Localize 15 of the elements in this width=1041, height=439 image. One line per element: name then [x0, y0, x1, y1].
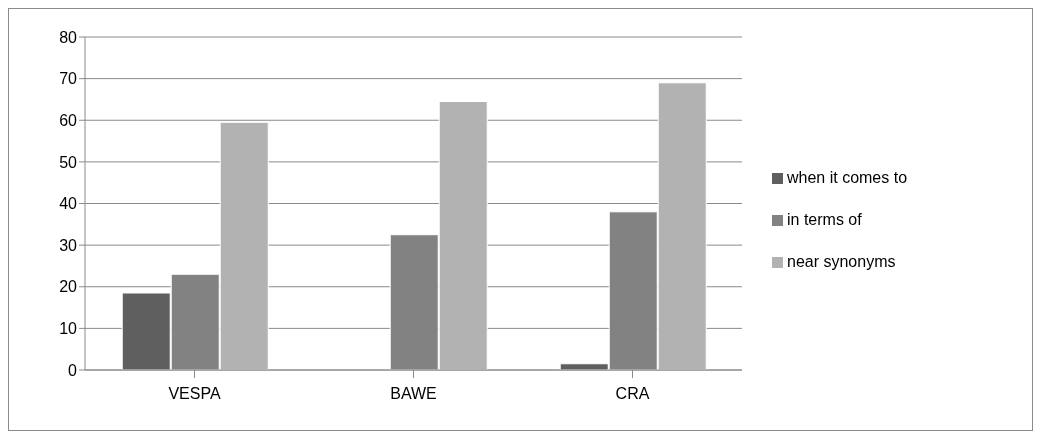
- y-tick-label: 0: [68, 361, 78, 379]
- x-tick-label: BAWE: [390, 385, 437, 403]
- y-tick-label: 60: [59, 111, 78, 129]
- y-tick-label: 70: [59, 70, 78, 88]
- y-tick-label: 50: [59, 153, 78, 171]
- y-tick-label: 30: [59, 236, 78, 254]
- legend-label: when it comes to: [787, 168, 908, 186]
- y-tick-label: 40: [59, 195, 78, 213]
- x-tick-label: VESPA: [168, 385, 221, 403]
- x-tick-label: CRA: [615, 385, 650, 403]
- y-tick-label: 10: [59, 320, 78, 338]
- y-tick-label: 80: [59, 28, 78, 46]
- legend-label: near synonyms: [787, 252, 896, 270]
- legend-label: in terms of: [787, 210, 862, 228]
- y-tick-label: 20: [59, 278, 78, 296]
